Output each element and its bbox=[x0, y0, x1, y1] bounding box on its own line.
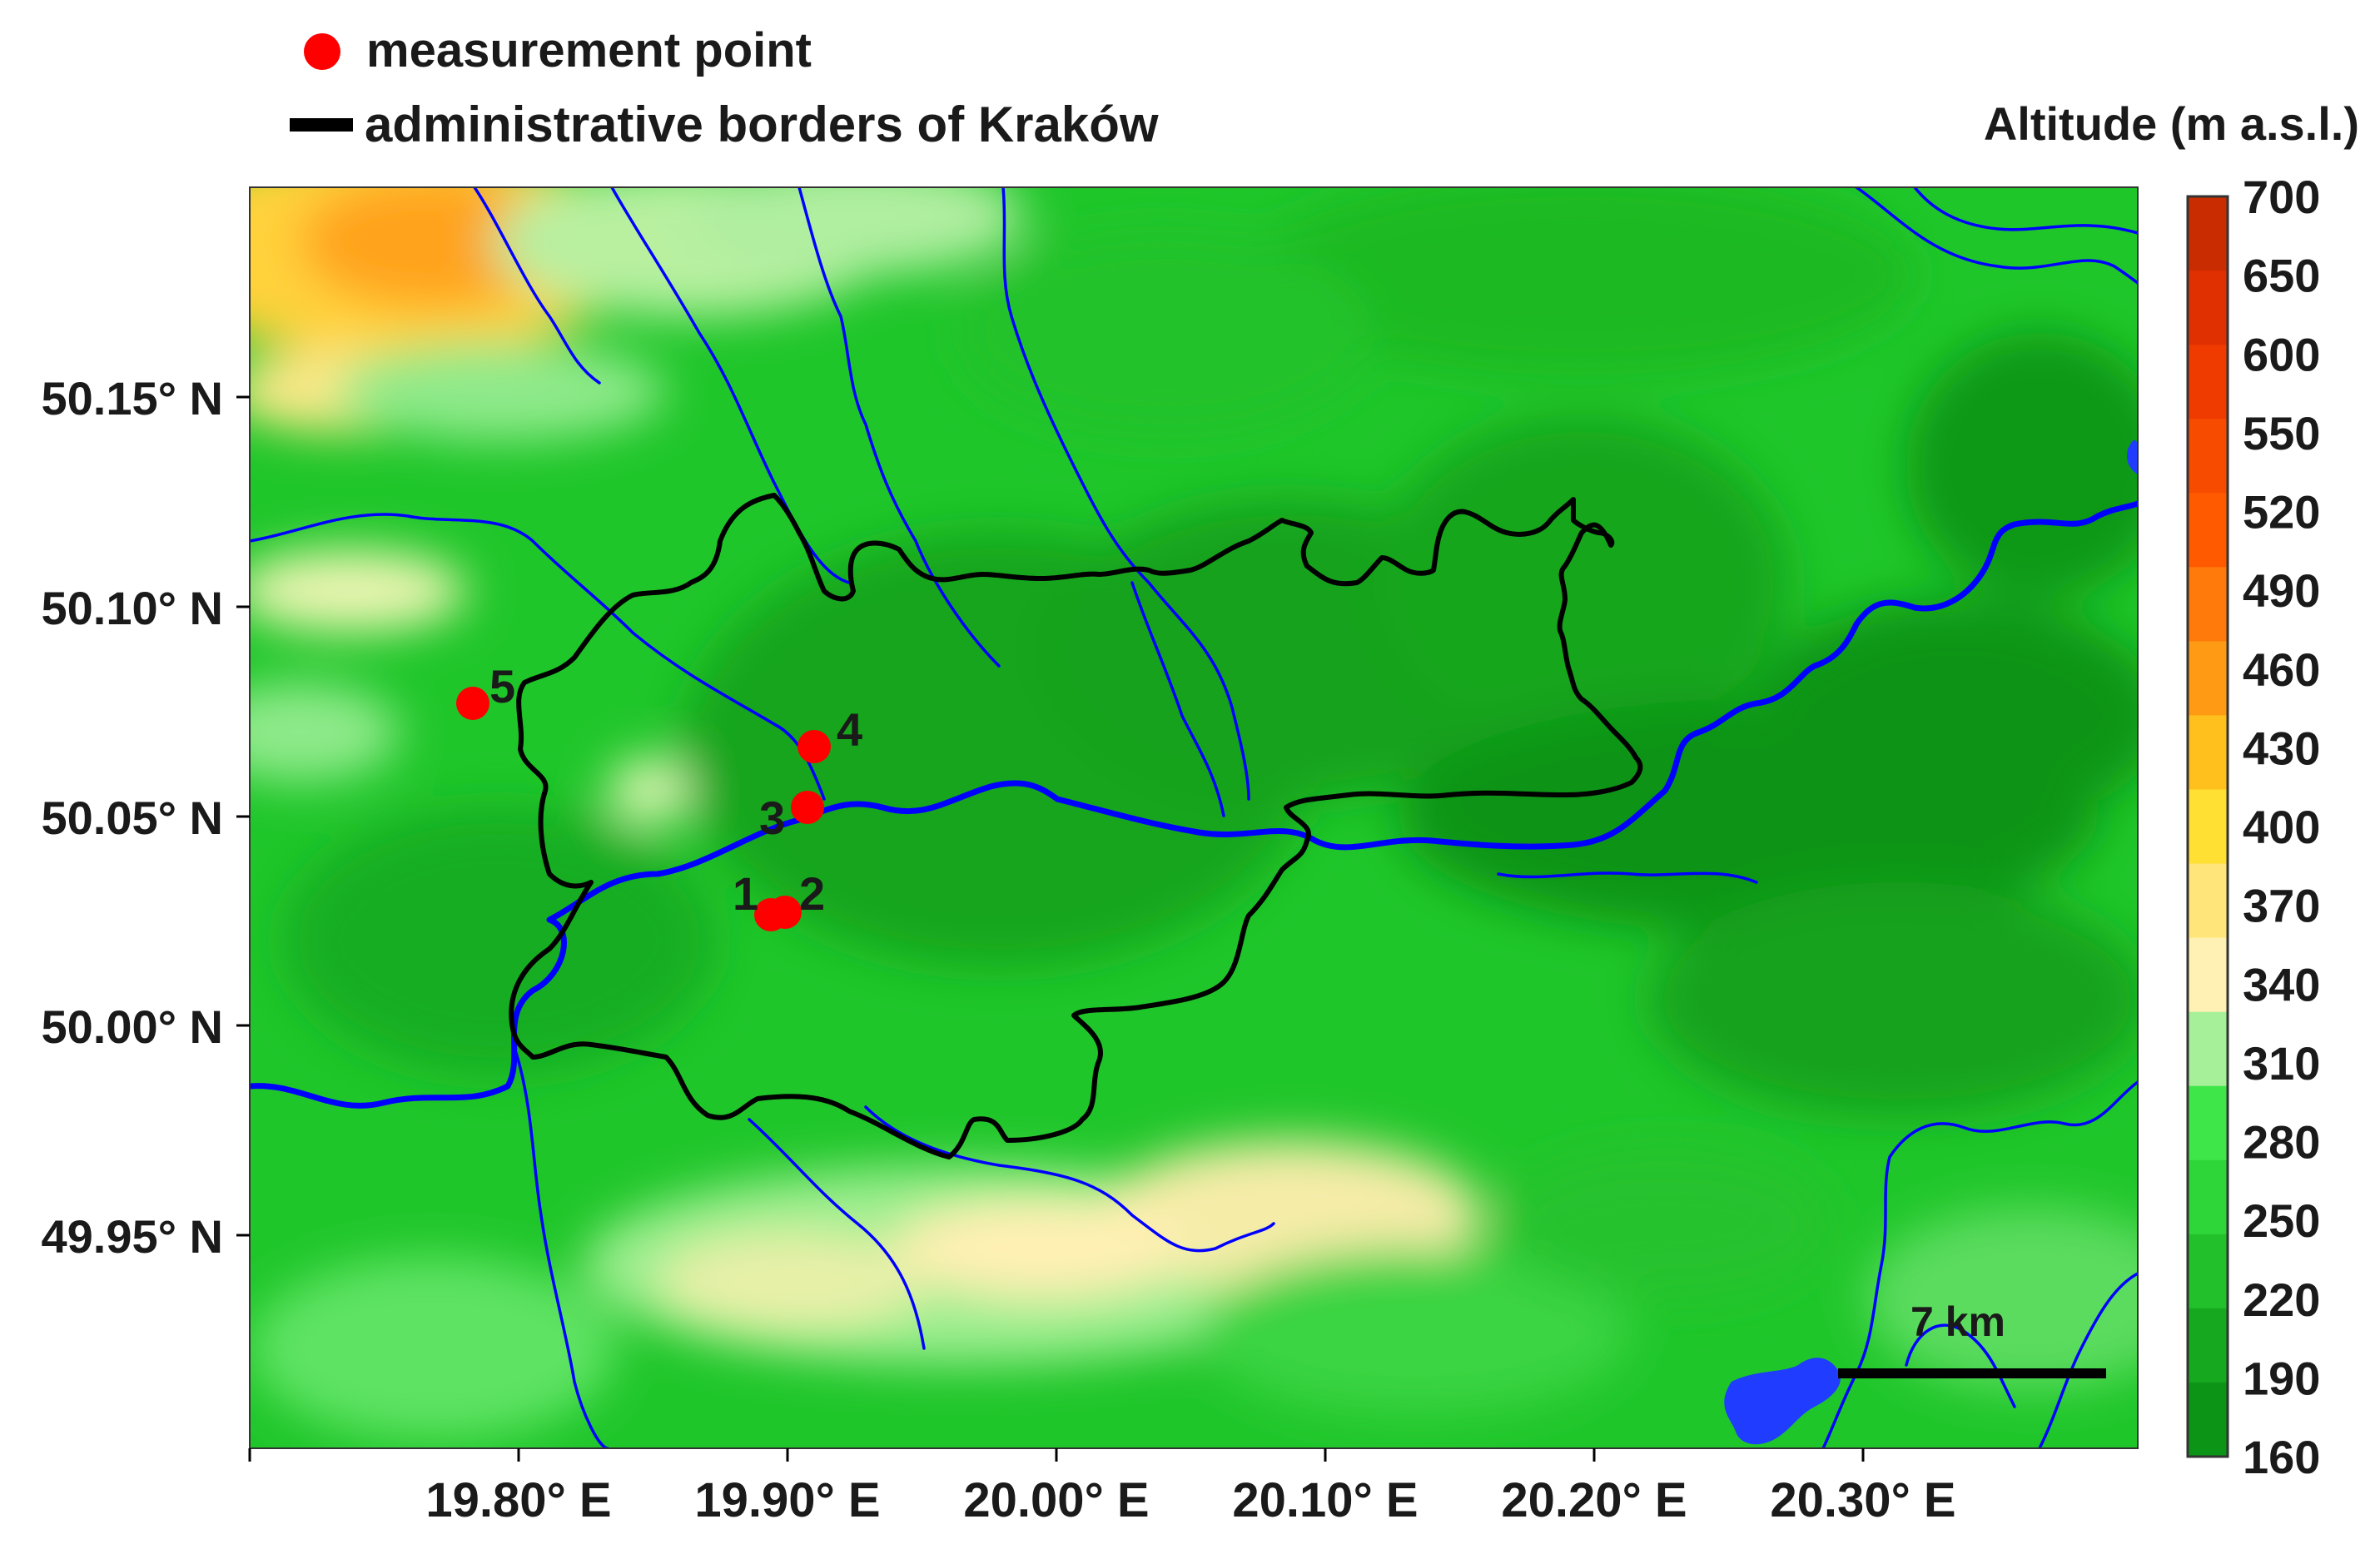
colorbar-cell-11 bbox=[2188, 938, 2228, 1013]
colorbar-tick-label-400: 400 bbox=[2243, 801, 2320, 853]
lat-label-2: 50.10° N bbox=[41, 582, 223, 634]
legend: measurement point administrative borders… bbox=[290, 23, 1159, 152]
colorbar-tick-label-160: 160 bbox=[2243, 1431, 2320, 1483]
colorbar-cell-12 bbox=[2188, 1012, 2228, 1087]
colorbar-cell-8 bbox=[2188, 715, 2228, 790]
lon-label-5: 20.20° E bbox=[1501, 1473, 1687, 1527]
colorbar-cell-13 bbox=[2188, 1086, 2228, 1161]
point-label-1: 1 bbox=[733, 867, 758, 920]
colorbar-labels: 700 650 600 550 520 490 460 430 400 370 340 310 280 2… bbox=[2243, 171, 2320, 1483]
latitude-axis: 50.15° N 50.10° N 50.05° N 50.00° N 49.9… bbox=[41, 372, 250, 1263]
lon-label-1: 19.80° E bbox=[425, 1473, 611, 1527]
lon-label-2: 19.90° E bbox=[694, 1473, 880, 1527]
lat-label-4: 50.00° N bbox=[41, 1000, 223, 1053]
colorbar-cell-17 bbox=[2188, 1383, 2228, 1457]
map-area: 1 2 3 4 5 7 km bbox=[142, 141, 2198, 1448]
colorbar-tick-label-310: 310 bbox=[2243, 1037, 2320, 1090]
colorbar-tick-label-250: 250 bbox=[2243, 1194, 2320, 1247]
colorbar-tick-label-370: 370 bbox=[2243, 880, 2320, 932]
lon-label-3: 20.00° E bbox=[963, 1473, 1149, 1527]
point-label-2: 2 bbox=[799, 867, 825, 920]
lon-label-4: 20.10° E bbox=[1232, 1473, 1418, 1527]
colorbar-tick-label-490: 490 bbox=[2243, 564, 2320, 617]
colorbar-cell-10 bbox=[2188, 864, 2228, 939]
colorbar-cell-5 bbox=[2188, 493, 2228, 568]
longitude-axis: 19.80° E 19.90° E 20.00° E 20.10° E 20.2… bbox=[250, 1448, 1956, 1527]
colorbar-tick-label-190: 190 bbox=[2243, 1352, 2320, 1404]
colorbar-cell-16 bbox=[2188, 1308, 2228, 1383]
colorbar-tick-label-430: 430 bbox=[2243, 722, 2320, 774]
point-label-5: 5 bbox=[489, 660, 515, 712]
lat-label-1: 50.15° N bbox=[41, 372, 223, 424]
colorbar-cell-6 bbox=[2188, 567, 2228, 642]
colorbar-tick-label-520: 520 bbox=[2243, 486, 2320, 539]
colorbar-cell-2 bbox=[2188, 271, 2228, 345]
colorbar-cell-4 bbox=[2188, 419, 2228, 494]
colorbar-tick-label-600: 600 bbox=[2243, 328, 2320, 380]
colorbar-cell-3 bbox=[2188, 345, 2228, 420]
colorbar-cells bbox=[2188, 196, 2228, 1457]
point-label-3: 3 bbox=[759, 792, 785, 844]
colorbar-title: Altitude (m a.s.l.) bbox=[1984, 97, 2359, 150]
point-label-4: 4 bbox=[837, 703, 862, 756]
colorbar-tick-label-460: 460 bbox=[2243, 643, 2320, 696]
legend-point-label: measurement point bbox=[366, 23, 812, 77]
scale-bar-label: 7 km bbox=[1910, 1298, 2005, 1345]
colorbar-tick-label-220: 220 bbox=[2243, 1273, 2320, 1326]
legend-border-label: administrative borders of Kraków bbox=[365, 97, 1159, 152]
colorbar-cell-7 bbox=[2188, 641, 2228, 716]
colorbar-tick-label-550: 550 bbox=[2243, 407, 2320, 459]
colorbar-tick-label-280: 280 bbox=[2243, 1116, 2320, 1169]
colorbar-tick-label-700: 700 bbox=[2243, 171, 2320, 223]
lon-label-6: 20.30° E bbox=[1770, 1473, 1955, 1527]
legend-point-marker bbox=[304, 33, 340, 70]
lat-label-5: 49.95° N bbox=[41, 1210, 223, 1263]
colorbar-cell-14 bbox=[2188, 1160, 2228, 1235]
lat-label-3: 50.05° N bbox=[41, 792, 223, 844]
colorbar-cell-15 bbox=[2188, 1234, 2228, 1309]
colorbar-tick-label-650: 650 bbox=[2243, 250, 2320, 302]
colorbar-tick-label-340: 340 bbox=[2243, 958, 2320, 1010]
colorbar-cell-1 bbox=[2188, 196, 2228, 271]
colorbar-cell-9 bbox=[2188, 789, 2228, 864]
